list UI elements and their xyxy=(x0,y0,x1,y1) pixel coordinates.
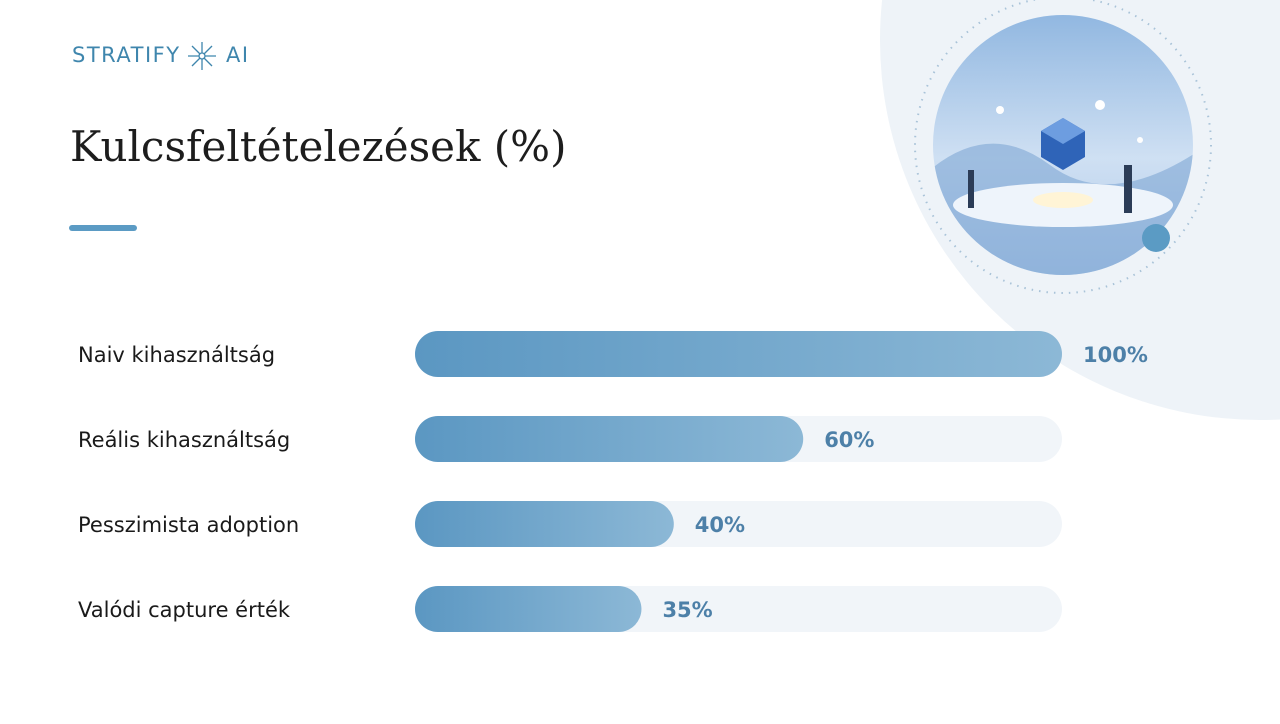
bar xyxy=(415,501,674,547)
value-label: 35% xyxy=(662,598,712,622)
value-label: 60% xyxy=(824,428,874,452)
bar xyxy=(415,331,1062,377)
value-label: 100% xyxy=(1083,343,1148,367)
bar xyxy=(415,586,642,632)
dotted-ring xyxy=(914,0,1212,294)
category-label: Reális kihasználtság xyxy=(78,428,290,452)
logo-text: STRATIFY xyxy=(72,43,181,67)
logo-icon xyxy=(188,42,216,70)
category-label: Naiv kihasználtság xyxy=(78,343,275,367)
chart-title: Kulcsfeltételezések (%) xyxy=(70,122,566,171)
category-label: Valódi capture érték xyxy=(78,598,291,622)
value-label: 40% xyxy=(695,513,745,537)
category-label: Pesszimista adoption xyxy=(78,513,299,537)
accent-dot xyxy=(1142,224,1170,252)
bar xyxy=(415,416,804,462)
logo-text: AI xyxy=(226,43,250,67)
